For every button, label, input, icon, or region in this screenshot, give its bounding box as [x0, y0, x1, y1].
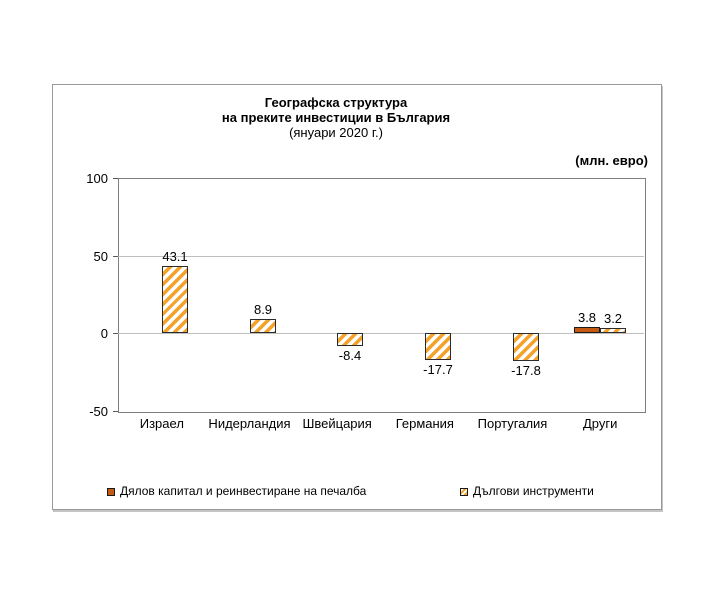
x-axis-category-label: Израел: [139, 416, 184, 431]
gridline: [118, 333, 644, 334]
y-axis-tick-label: 100: [86, 171, 108, 186]
y-axis-tick: [113, 256, 118, 257]
legend-label: Дългови инструменти: [473, 484, 594, 498]
bar-value-label: 3.2: [603, 311, 623, 326]
legend-label: Дялов капитал и реинвестиране на печалба: [120, 484, 367, 498]
bar-value-label: -17.7: [423, 362, 453, 377]
legend-swatch: [460, 487, 468, 496]
bar: [162, 266, 188, 333]
y-axis-tick: [113, 411, 118, 412]
y-axis-tick-label: -50: [89, 404, 108, 419]
plot-area: [118, 178, 646, 413]
title-line-3: (януари 2020 г.): [289, 125, 383, 140]
legend-swatch: [107, 487, 115, 496]
y-axis-tick: [113, 333, 118, 334]
legend-item: Дялов капитал и реинвестиране на печалба: [107, 485, 366, 498]
title-line-2: на преките инвестиции в България: [221, 110, 451, 125]
y-axis-tick: [113, 178, 118, 179]
x-axis-category-label: Германия: [395, 416, 454, 431]
gridline: [118, 256, 644, 257]
bar: [337, 333, 363, 346]
bar-value-label: -8.4: [338, 348, 362, 363]
bar-value-label: -17.8: [511, 363, 541, 378]
x-axis-category-label: Нидерландия: [208, 416, 291, 431]
bar-value-label: 8.9: [253, 302, 273, 317]
x-axis-category-label: Швейцария: [302, 416, 372, 431]
y-axis-tick-label: 50: [93, 249, 108, 264]
legend-item: Дългови инструменти: [460, 485, 594, 498]
bar: [425, 333, 451, 360]
title-line-1: Географска структура: [264, 95, 408, 110]
bar: [513, 333, 539, 361]
x-axis-category-label: Други: [582, 416, 618, 431]
bar: [250, 319, 276, 333]
chart-title: Географска структура на преките инвестиц…: [52, 95, 660, 140]
unit-label: (млн. евро): [575, 153, 648, 168]
bar: [600, 328, 626, 333]
y-axis-tick-label: 0: [100, 326, 108, 341]
bar-value-label: 43.1: [162, 249, 188, 264]
x-axis-category-label: Португалия: [477, 416, 548, 431]
bar: [574, 327, 600, 333]
bar-value-label: 3.8: [577, 310, 597, 325]
